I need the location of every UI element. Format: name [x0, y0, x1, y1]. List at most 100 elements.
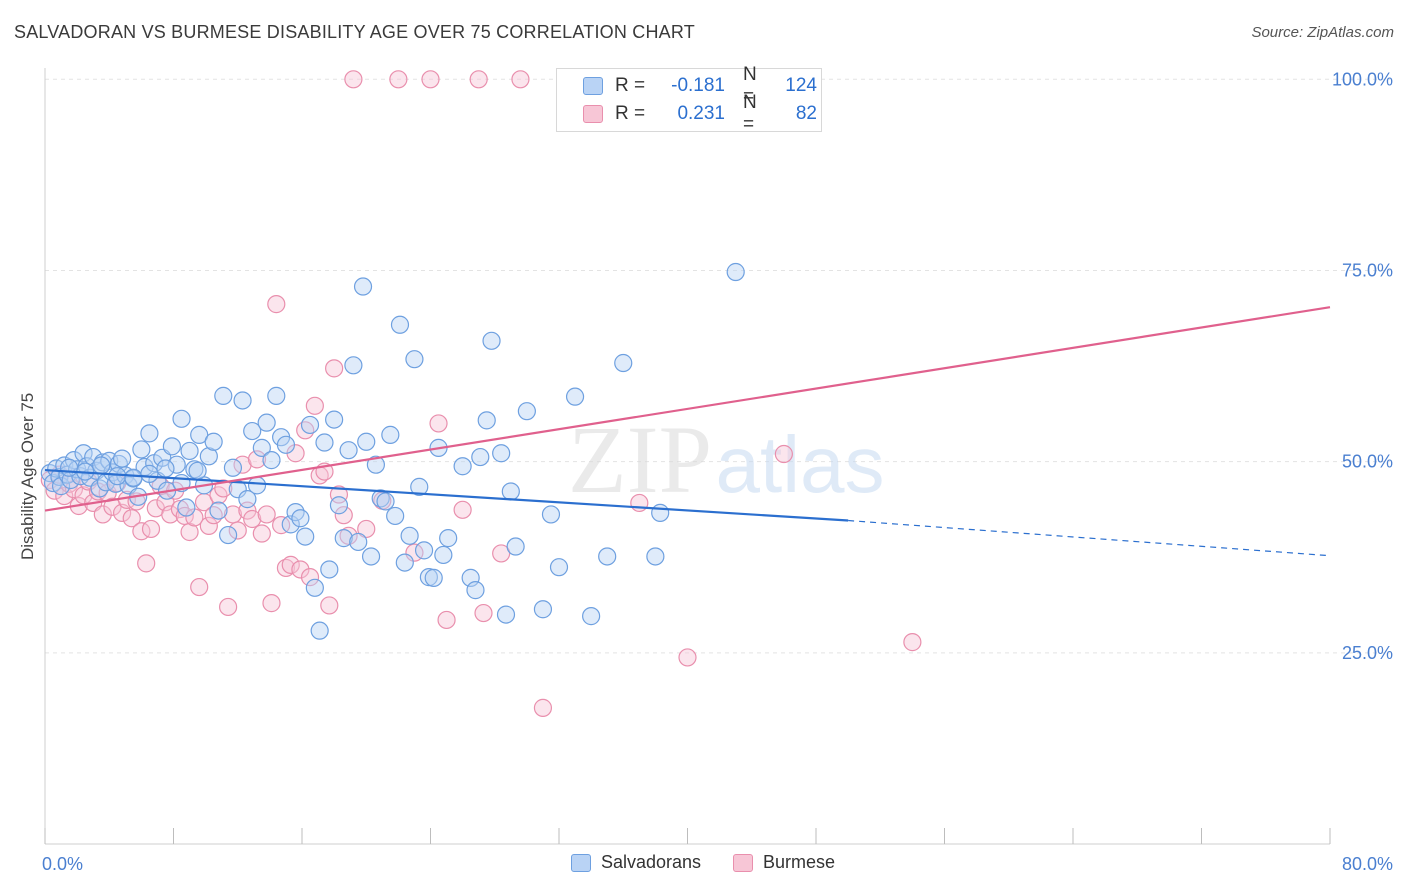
salvadoran-point: [506, 537, 525, 556]
legend-row-salvadorans: R = -0.181 N = 124: [583, 64, 817, 107]
burmese-point: [276, 558, 296, 578]
salvadoran-point: [156, 459, 175, 478]
salvadoran-point: [209, 501, 228, 520]
burmese-point: [190, 577, 209, 597]
salvadoran-point: [453, 457, 472, 476]
salvadoran-point: [247, 476, 267, 495]
burmese-point: [219, 597, 238, 617]
burmese-point: [228, 521, 247, 540]
salvadoran-point: [329, 496, 349, 515]
salvadoran-point: [112, 449, 132, 468]
salvadoran-point: [353, 277, 373, 296]
burmese-point: [214, 479, 233, 498]
burmese-point: [267, 295, 286, 314]
salvadoran-point: [219, 525, 238, 545]
burmese-point: [678, 648, 697, 667]
burmese-point: [325, 359, 344, 378]
axis-layer: [44, 68, 1331, 845]
y-tick-label: 75.0%: [1342, 260, 1393, 280]
salvadoran-point: [598, 547, 617, 566]
salvadoran-point: [477, 411, 496, 430]
burmese-point: [774, 444, 793, 464]
salvadoran-trend-line: [44, 468, 849, 522]
burmese-point: [357, 519, 376, 539]
salvadoran-point: [233, 391, 252, 410]
salvadoran-point: [533, 600, 553, 619]
burmese-point: [137, 554, 156, 573]
salvadoran-point: [549, 558, 569, 577]
burmese-point: [103, 497, 122, 516]
salvadoran-point: [414, 541, 434, 560]
salvadoran-point: [424, 568, 443, 587]
burmese-point: [329, 485, 349, 504]
salvadoran-point: [726, 262, 745, 282]
x-tick-label-min: 0.0%: [42, 854, 83, 874]
correlation-legend: R = -0.181 N = 124 R = 0.231 N = 82: [556, 64, 822, 135]
burmese-point: [533, 698, 553, 717]
salvadoran-point: [177, 498, 196, 517]
legend-item-salvadorans[interactable]: Salvadorans: [570, 852, 701, 873]
burmese-point: [903, 633, 922, 652]
legend-item-burmese[interactable]: Burmese: [733, 852, 835, 873]
chart-title: SALVADORAN VS BURMESE DISABILITY AGE OVE…: [14, 22, 695, 42]
salvadoran-point: [400, 526, 419, 545]
burmese-trend-line: [44, 306, 1331, 512]
x-tick-label-max: 80.0%: [1342, 854, 1393, 874]
burmese-point: [339, 526, 358, 545]
salvadoran-point: [180, 441, 199, 461]
salvadoran-point: [291, 509, 310, 528]
salvadoran-point: [646, 547, 665, 566]
salvadoran-point: [286, 503, 305, 522]
burmese-points: [40, 70, 922, 717]
burmese-point: [93, 505, 112, 524]
salvadoran-point: [482, 331, 501, 350]
burmese-point: [252, 524, 271, 543]
salvadoran-point: [439, 529, 458, 548]
salvadorans-r-value: -0.181: [671, 75, 725, 96]
salvadoran-point: [339, 441, 358, 460]
burmese-point: [180, 522, 199, 542]
salvadoran-point: [517, 402, 536, 421]
burmese-point: [122, 509, 141, 528]
burmese-point: [199, 516, 218, 535]
salvadoran-point: [214, 386, 233, 405]
salvadoran-point: [300, 415, 320, 435]
salvadoran-point: [357, 432, 376, 451]
salvadoran-point: [296, 527, 315, 546]
salvadoran-point: [471, 447, 490, 467]
salvadoran-point: [466, 581, 485, 600]
salvadoran-point: [651, 503, 670, 522]
salvadoran-point: [582, 607, 601, 626]
burmese-point: [334, 506, 353, 525]
legend-n-label: N =: [743, 64, 757, 107]
salvadoran-point: [124, 468, 143, 487]
salvadoran-point: [257, 413, 276, 432]
salvadorans-legend-swatch: [570, 853, 591, 872]
salvadoran-point: [262, 451, 281, 470]
salvadoran-point: [140, 424, 159, 443]
salvadoran-point: [325, 410, 344, 429]
legend-r-label: R =: [615, 75, 646, 96]
burmese-point: [453, 500, 472, 519]
burmese-point: [291, 560, 310, 579]
burmese-point: [141, 519, 161, 539]
salvadoran-point: [315, 433, 334, 452]
axis-labels: 25.0% 50.0% 75.0% 100.0% 0.0% 80.0%: [42, 69, 1393, 874]
legend-r-label: R =: [615, 103, 646, 124]
salvadoran-point: [410, 477, 429, 496]
y-tick-label: 100.0%: [1332, 69, 1393, 89]
salvadoran-point: [108, 467, 127, 486]
salvadoran-point: [190, 425, 209, 444]
burmese-point: [243, 509, 262, 529]
salvadoran-point: [140, 464, 159, 483]
salvadoran-point: [276, 435, 296, 454]
series-legend: Salvadorans Burmese: [0, 852, 1406, 873]
burmese-n-value: 82: [795, 103, 817, 124]
salvadoran-point: [366, 455, 385, 474]
burmese-point: [272, 516, 291, 535]
y-tick-label: 25.0%: [1342, 643, 1393, 663]
salvadoran-point: [59, 458, 79, 477]
salvadoran-point: [361, 547, 381, 566]
salvadoran-point: [541, 505, 561, 524]
